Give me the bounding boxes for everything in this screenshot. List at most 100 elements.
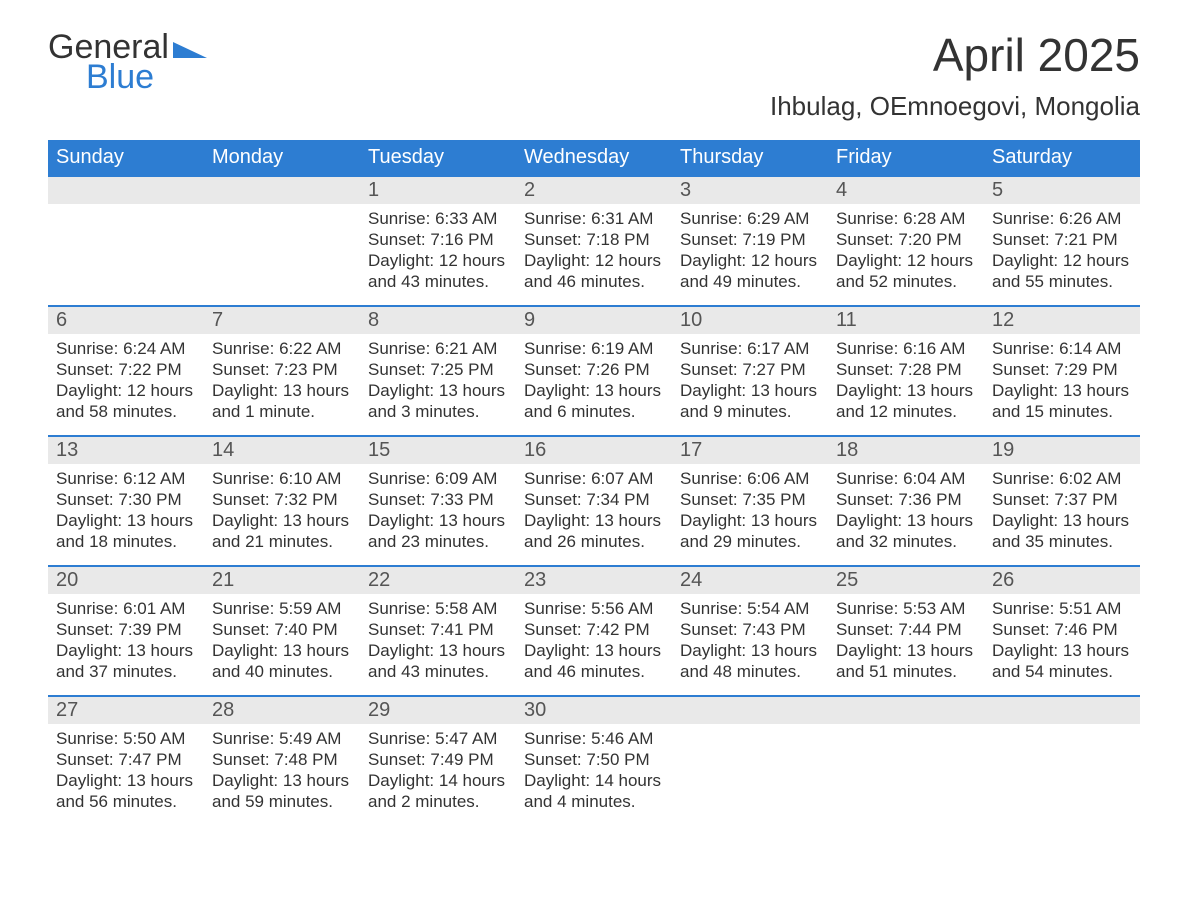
day-number: 10: [672, 307, 828, 334]
sunset-line: Sunset: 7:34 PM: [524, 489, 664, 510]
day-number: 7: [204, 307, 360, 334]
day-number: 15: [360, 437, 516, 464]
day-cell: Sunrise: 6:24 AMSunset: 7:22 PMDaylight:…: [48, 334, 204, 435]
day-number: 20: [48, 567, 204, 594]
day-number: 22: [360, 567, 516, 594]
sunset-line: Sunset: 7:47 PM: [56, 749, 196, 770]
sunset-line: Sunset: 7:29 PM: [992, 359, 1132, 380]
day-number: 4: [828, 177, 984, 204]
daylight-line-2: and 51 minutes.: [836, 661, 976, 682]
day-number: 8: [360, 307, 516, 334]
daylight-line-1: Daylight: 13 hours: [56, 640, 196, 661]
daylight-line-1: Daylight: 13 hours: [368, 510, 508, 531]
daylight-line-1: Daylight: 13 hours: [680, 380, 820, 401]
calendar-week: 12345Sunrise: 6:33 AMSunset: 7:16 PMDayl…: [48, 175, 1140, 305]
sunset-line: Sunset: 7:42 PM: [524, 619, 664, 640]
sunset-line: Sunset: 7:39 PM: [56, 619, 196, 640]
sunset-line: Sunset: 7:37 PM: [992, 489, 1132, 510]
sunrise-line: Sunrise: 6:29 AM: [680, 208, 820, 229]
sunset-line: Sunset: 7:50 PM: [524, 749, 664, 770]
day-number: [48, 177, 204, 204]
day-number: 17: [672, 437, 828, 464]
sunset-line: Sunset: 7:44 PM: [836, 619, 976, 640]
daylight-line-2: and 56 minutes.: [56, 791, 196, 812]
daylight-line-1: Daylight: 13 hours: [212, 640, 352, 661]
weekday-label: Friday: [828, 140, 984, 175]
sunrise-line: Sunrise: 6:07 AM: [524, 468, 664, 489]
sunset-line: Sunset: 7:48 PM: [212, 749, 352, 770]
daylight-line-1: Daylight: 13 hours: [56, 770, 196, 791]
daylight-line-2: and 6 minutes.: [524, 401, 664, 422]
daylight-line-1: Daylight: 13 hours: [524, 640, 664, 661]
sunset-line: Sunset: 7:32 PM: [212, 489, 352, 510]
sunset-line: Sunset: 7:23 PM: [212, 359, 352, 380]
weekday-label: Saturday: [984, 140, 1140, 175]
daylight-line-2: and 2 minutes.: [368, 791, 508, 812]
daylight-line-1: Daylight: 13 hours: [524, 510, 664, 531]
daylight-line-2: and 46 minutes.: [524, 271, 664, 292]
sunset-line: Sunset: 7:40 PM: [212, 619, 352, 640]
daylight-line-2: and 15 minutes.: [992, 401, 1132, 422]
daylight-line-1: Daylight: 13 hours: [836, 640, 976, 661]
day-number: [828, 697, 984, 724]
day-number: 30: [516, 697, 672, 724]
calendar-week: 13141516171819Sunrise: 6:12 AMSunset: 7:…: [48, 435, 1140, 565]
calendar-page: General Blue April 2025 Ihbulag, OEmnoeg…: [0, 0, 1188, 918]
daylight-line-2: and 12 minutes.: [836, 401, 976, 422]
day-cell: Sunrise: 5:56 AMSunset: 7:42 PMDaylight:…: [516, 594, 672, 695]
daylight-line-2: and 9 minutes.: [680, 401, 820, 422]
day-cell: Sunrise: 6:09 AMSunset: 7:33 PMDaylight:…: [360, 464, 516, 565]
day-cell: [828, 724, 984, 825]
title-block: April 2025 Ihbulag, OEmnoegovi, Mongolia: [770, 30, 1140, 122]
day-content-row: Sunrise: 6:24 AMSunset: 7:22 PM Daylight:…: [48, 334, 1140, 435]
daylight-line-1: Daylight: 14 hours: [368, 770, 508, 791]
logo-triangle-icon: [173, 30, 207, 66]
day-number: 1: [360, 177, 516, 204]
day-cell: [672, 724, 828, 825]
weekday-label: Thursday: [672, 140, 828, 175]
day-cell: Sunrise: 6:14 AMSunset: 7:29 PMDaylight:…: [984, 334, 1140, 435]
sunrise-line: Sunrise: 5:56 AM: [524, 598, 664, 619]
weekday-label: Tuesday: [360, 140, 516, 175]
sunrise-line: Sunrise: 6:19 AM: [524, 338, 664, 359]
day-cell: Sunrise: 5:50 AMSunset: 7:47 PMDaylight:…: [48, 724, 204, 825]
day-cell: Sunrise: 6:22 AMSunset: 7:23 PMDaylight:…: [204, 334, 360, 435]
sunset-line: Sunset: 7:26 PM: [524, 359, 664, 380]
day-cell: Sunrise: 5:54 AMSunset: 7:43 PMDaylight:…: [672, 594, 828, 695]
daylight-line-2: and 21 minutes.: [212, 531, 352, 552]
day-cell: [48, 204, 204, 305]
day-content-row: Sunrise: 6:12 AMSunset: 7:30 PMDaylight:…: [48, 464, 1140, 565]
daylight-line-1: Daylight: 13 hours: [992, 640, 1132, 661]
sunset-line: Sunset: 7:35 PM: [680, 489, 820, 510]
sunrise-line: Sunrise: 6:02 AM: [992, 468, 1132, 489]
daylight-line-2: and 59 minutes.: [212, 791, 352, 812]
sunset-line: Sunset: 7:43 PM: [680, 619, 820, 640]
sunset-line: Sunset: 7:21 PM: [992, 229, 1132, 250]
day-cell: [984, 724, 1140, 825]
sunset-line: Sunset: 7:28 PM: [836, 359, 976, 380]
daylight-line-1: Daylight: 13 hours: [368, 640, 508, 661]
weekday-label: Wednesday: [516, 140, 672, 175]
sunrise-line: Sunrise: 5:50 AM: [56, 728, 196, 749]
sunrise-line: Sunrise: 6:06 AM: [680, 468, 820, 489]
daylight-line-2: and 43 minutes.: [368, 661, 508, 682]
sunrise-line: Sunrise: 5:49 AM: [212, 728, 352, 749]
day-number: 3: [672, 177, 828, 204]
calendar-week: 20212223242526Sunrise: 6:01 AMSunset: 7:…: [48, 565, 1140, 695]
sunrise-line: Sunrise: 5:46 AM: [524, 728, 664, 749]
day-cell: Sunrise: 5:46 AMSunset: 7:50 PMDaylight:…: [516, 724, 672, 825]
sunset-line: Sunset: 7:30 PM: [56, 489, 196, 510]
sunrise-line: Sunrise: 6:04 AM: [836, 468, 976, 489]
sunset-line: Sunset: 7:22 PM: [56, 359, 196, 380]
day-cell: Sunrise: 6:16 AMSunset: 7:28 PMDaylight:…: [828, 334, 984, 435]
day-number: 27: [48, 697, 204, 724]
daylight-line-2: and 40 minutes.: [212, 661, 352, 682]
sunrise-line: Sunrise: 6:24 AM: [56, 338, 196, 359]
sunrise-line: Sunrise: 6:22 AM: [212, 338, 352, 359]
sunrise-line: Sunrise: 5:54 AM: [680, 598, 820, 619]
daylight-line-2: and 3 minutes.: [368, 401, 508, 422]
day-number: 6: [48, 307, 204, 334]
day-number: 11: [828, 307, 984, 334]
header-row: General Blue April 2025 Ihbulag, OEmnoeg…: [48, 30, 1140, 122]
month-title: April 2025: [770, 30, 1140, 81]
